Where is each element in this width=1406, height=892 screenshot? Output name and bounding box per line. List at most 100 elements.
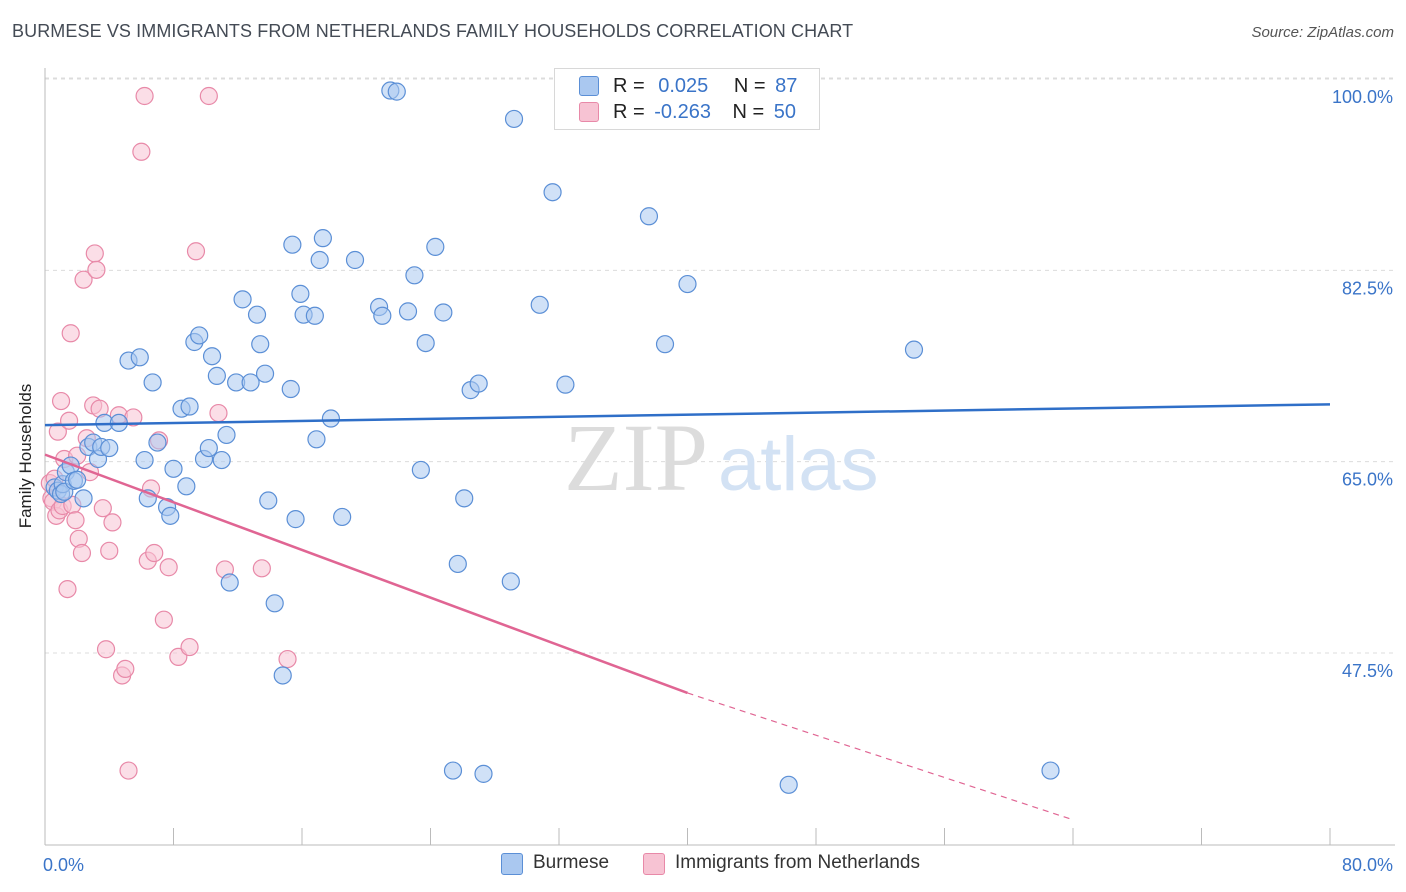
legend-r-label: R =	[613, 101, 645, 123]
burmese-point	[448, 554, 467, 574]
netherlands-point	[59, 411, 79, 430]
netherlands-point	[145, 543, 164, 563]
burmese-point	[100, 438, 119, 458]
burmese-point	[217, 425, 236, 445]
legend-r-value: 0.025	[658, 75, 709, 97]
burmese-point	[199, 438, 218, 458]
burmese-point	[190, 326, 209, 345]
source-label: Source: ZipAtlas.com	[1251, 24, 1394, 41]
burmese-point	[474, 764, 493, 783]
burmese-point	[233, 290, 252, 309]
netherlands-point	[180, 637, 199, 657]
burmese-point	[443, 761, 463, 780]
burmese-point	[207, 366, 226, 385]
netherlands-point	[72, 543, 92, 563]
burmese-point	[469, 374, 488, 393]
chart-title: BURMESE VS IMMIGRANTS FROM NETHERLANDS F…	[12, 21, 854, 41]
netherlands-swatch	[643, 853, 665, 875]
burmese-point	[273, 666, 292, 685]
series-legend: Burmese Immigrants from Netherlands	[0, 852, 1406, 878]
netherlands-trend-line	[44, 453, 688, 695]
legend-n-value: 50	[773, 101, 797, 123]
burmese-point	[220, 573, 239, 592]
burmese-point	[398, 302, 418, 321]
burmese-point	[411, 460, 430, 480]
burmese-point	[265, 594, 284, 613]
netherlands-point	[252, 559, 271, 578]
burmese-swatch	[579, 76, 599, 96]
legend-r-value: -0.263	[654, 101, 711, 123]
correlation-legend: R = 0.025 N = 87 R = -0.263 N = 50	[554, 68, 820, 130]
netherlands-point	[48, 422, 67, 441]
y-tick-label: 82.5%	[1342, 278, 1393, 298]
legend-n-label: N =	[733, 75, 766, 97]
burmese-point	[130, 348, 149, 367]
burmese-point	[426, 237, 445, 256]
watermark: ZIP atlas	[564, 404, 879, 511]
y-axis-label: Family Households	[16, 383, 35, 529]
netherlands-point	[93, 499, 112, 518]
burmese-point	[321, 409, 341, 428]
burmese-point	[543, 183, 562, 202]
netherlands-point	[74, 270, 93, 289]
legend-label: Immigrants from Netherlands	[675, 852, 920, 873]
burmese-point	[373, 306, 392, 325]
y-tick-label: 65.0%	[1342, 470, 1393, 490]
netherlands-point	[58, 579, 77, 599]
watermark-zip: ZIP	[564, 404, 708, 511]
burmese-point	[281, 379, 300, 399]
trend-lines	[44, 403, 1331, 821]
burmese-point	[1041, 761, 1060, 780]
burmese-point	[180, 397, 199, 416]
burmese-point	[639, 207, 659, 226]
burmese-point	[135, 450, 154, 470]
legend-n-label: N =	[732, 101, 765, 123]
legend-r-label: R =	[613, 75, 645, 97]
burmese-point	[387, 82, 406, 101]
burmese-trend-line	[44, 403, 1331, 427]
burmese-point	[286, 510, 305, 529]
netherlands-point	[209, 403, 228, 423]
y-tick-label: 47.5%	[1342, 661, 1393, 681]
burmese-point	[678, 274, 697, 294]
burmese-point	[148, 433, 167, 452]
tick-labels: 47.5% 65.0% 82.5% 100.0% 0.0% 80.0%	[43, 87, 1393, 875]
burmese-swatch	[501, 853, 523, 875]
burmese-point	[255, 364, 275, 383]
burmese-point	[779, 775, 798, 794]
netherlands-point	[96, 640, 116, 659]
burmese-point	[313, 229, 332, 248]
burmese-point	[333, 507, 352, 527]
x-tick-label: 0.0%	[43, 855, 84, 875]
burmese-point	[504, 109, 524, 129]
burmese-point	[345, 250, 365, 270]
legend-label: Burmese	[533, 852, 610, 873]
series-burmese-points	[45, 81, 1060, 794]
burmese-point	[161, 506, 180, 525]
gridlines	[45, 77, 1395, 654]
series-netherlands-points	[40, 86, 297, 780]
burmese-point	[655, 335, 675, 354]
netherlands-point	[87, 260, 106, 279]
burmese-point	[177, 477, 196, 496]
burmese-point	[291, 284, 310, 303]
burmese-point	[283, 235, 302, 254]
netherlands-point	[278, 649, 297, 669]
netherlands-point	[116, 659, 135, 679]
burmese-point	[455, 489, 474, 508]
burmese-point	[259, 491, 278, 510]
netherlands-point	[100, 541, 119, 560]
netherlands-point	[103, 513, 122, 532]
burmese-point	[310, 250, 329, 270]
netherlands-point	[119, 761, 138, 780]
netherlands-point	[66, 511, 85, 530]
burmese-point	[212, 450, 231, 470]
netherlands-point	[51, 391, 71, 411]
x-tick-label: 80.0%	[1342, 855, 1393, 875]
watermark-atlas: atlas	[718, 422, 879, 507]
y-tick-label: 100.0%	[1332, 87, 1393, 107]
netherlands-point	[159, 558, 178, 577]
burmese-point	[143, 373, 162, 392]
burmese-point	[307, 430, 326, 449]
